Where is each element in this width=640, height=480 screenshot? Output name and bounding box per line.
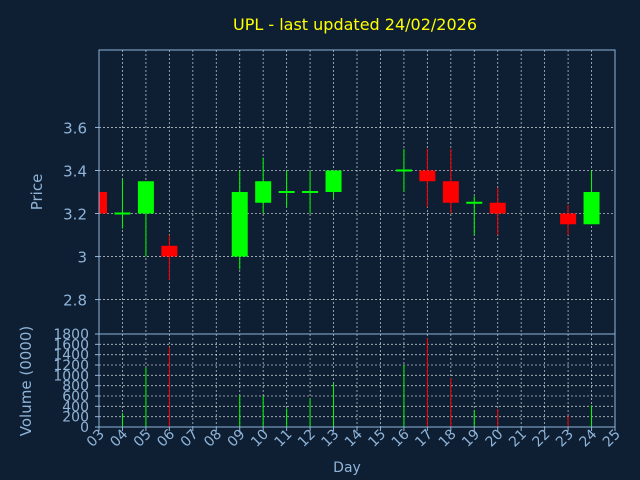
volume-tick-label: 1000: [53, 368, 89, 384]
candle-body-16: [395, 169, 412, 172]
volume-tick-label: 800: [62, 379, 89, 395]
price-tick-label: 2.8: [63, 292, 87, 310]
chart-title: UPL - last updated 24/02/2026: [233, 15, 477, 34]
candle-body-18: [442, 181, 459, 203]
candle-body-09: [231, 192, 248, 257]
candle-body-12: [302, 191, 319, 193]
price-tick-label: 3.6: [63, 119, 87, 137]
price-tick-label: 3.2: [63, 206, 87, 224]
x-tick-label: 12: [295, 427, 319, 451]
x-tick-label: 21: [506, 427, 530, 451]
volume-panel-frame: [98, 333, 616, 428]
x-tick-label: 14: [342, 426, 366, 450]
volume-tick-label: 200: [62, 410, 89, 426]
x-tick-label: 20: [483, 427, 507, 451]
candle-body-04: [114, 212, 131, 215]
candle-body-03: [99, 192, 107, 214]
volume-tick-label: 1600: [53, 337, 89, 353]
x-tick-label: 25: [600, 427, 624, 451]
x-tick-label: 16: [389, 426, 413, 450]
volume-tick-label: 400: [62, 399, 89, 415]
candles: [99, 148, 600, 281]
volume-grid: [98, 333, 616, 428]
volume-tick-label: 0: [80, 420, 89, 436]
candle-body-13: [325, 170, 342, 192]
candle-body-24: [583, 192, 600, 225]
volume-tick-label: 600: [62, 389, 89, 405]
x-tick-labels: 03 04 05 06 07 08 09 10 11 12 13 14 15 16 17 18 19 20 21 22…: [84, 426, 624, 450]
x-axis-label: Day: [333, 460, 361, 476]
x-tick-label: 07: [178, 427, 202, 451]
x-tick-label: 08: [201, 427, 225, 451]
x-tick-label: 18: [436, 427, 460, 451]
x-tick-label: 06: [154, 426, 178, 450]
price-tick-label: 3: [77, 249, 87, 267]
candle-body-20: [489, 202, 506, 214]
volume-bars: [121, 338, 593, 427]
candle-body-05: [137, 181, 154, 214]
volume-tick-label: 1400: [53, 348, 89, 364]
candle-body-06: [161, 245, 178, 257]
x-tick-label: 22: [530, 427, 554, 451]
x-tick-label: 10: [248, 427, 272, 451]
price-grid: [98, 50, 616, 334]
candle-body-11: [278, 191, 295, 193]
volume-axis-label: Volume (0000): [17, 326, 35, 436]
candle-body-10: [255, 181, 272, 203]
volume-tick-label: 1800: [53, 327, 89, 343]
price-tick-label: 3.4: [63, 162, 87, 180]
x-tick-label: 04: [107, 426, 131, 450]
candle-body-17: [419, 170, 436, 182]
x-tick-label: 23: [553, 427, 577, 451]
x-tick-label: 11: [272, 427, 296, 451]
x-tick-label: 09: [225, 427, 249, 451]
x-tick-label: 15: [365, 427, 389, 451]
x-tick-label: 05: [131, 427, 155, 451]
x-tick-label: 19: [459, 427, 483, 451]
volume-tick-label: 1200: [53, 358, 89, 374]
price-tick-labels: 2.8 3 3.2 3.4 3.6: [63, 119, 99, 310]
candle-body-19: [466, 201, 483, 204]
x-tick-label: 24: [576, 426, 600, 450]
price-axis-label: Price: [28, 174, 46, 211]
x-tick-label: 13: [318, 427, 342, 451]
candle-body-23: [560, 213, 577, 225]
x-tick-label: 17: [412, 427, 436, 451]
